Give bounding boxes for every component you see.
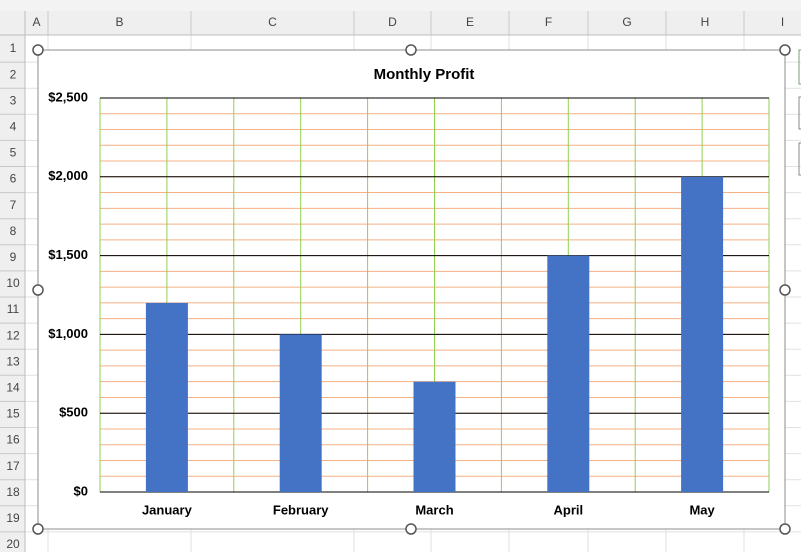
bar [413,381,456,492]
y-tick-label: $1,000 [48,326,88,341]
formula-strip [0,0,801,11]
y-tick-label: $2,000 [48,168,88,183]
row-header: 5 [10,146,17,160]
handle[interactable] [779,284,791,296]
handle[interactable] [405,44,417,56]
row-header: 11 [7,302,20,316]
x-tick-label: January [142,502,193,517]
row-header-bar [0,11,25,552]
handle[interactable] [32,523,44,535]
row-header: 10 [6,276,20,290]
column-header: B [115,15,123,29]
x-tick-label: February [273,502,329,517]
column-header-bar [0,11,801,35]
column-header: F [545,15,552,29]
row-header: 13 [6,354,20,368]
y-tick-label: $1,500 [48,247,88,262]
y-tick-label: $2,500 [48,89,88,104]
chart-title: Monthly Profit [374,66,475,83]
row-header: 17 [6,459,20,473]
column-header: A [32,15,40,29]
column-header: C [268,15,277,29]
row-header: 6 [10,172,17,186]
chart-element-button[interactable] [798,49,801,85]
row-header: 14 [6,381,20,395]
bar [547,255,590,492]
handle[interactable] [779,44,791,56]
chart-filter-button[interactable] [798,142,801,176]
row-header: 4 [10,120,17,134]
handle[interactable] [405,523,417,535]
row-header: 1 [10,41,17,55]
y-tick-label: $0 [74,483,88,498]
row-header: 7 [10,198,17,212]
row-header: 18 [6,485,20,499]
x-tick-label: May [689,502,715,517]
row-header: 15 [6,407,20,421]
column-header: G [622,15,631,29]
row-header: 8 [10,224,17,238]
handle[interactable] [32,44,44,56]
resize-handles [32,44,791,535]
column-header: E [466,15,474,29]
handle[interactable] [32,284,44,296]
bar [145,302,188,492]
row-header: 3 [10,93,17,107]
column-header: D [388,15,397,29]
plot-area: $0 $500 $1,000 $1,500 $2,000 $2,500 January Feb… [48,89,770,517]
bar [681,176,724,493]
handle[interactable] [779,523,791,535]
row-header: 20 [6,537,20,551]
x-tick-label: March [415,502,453,517]
x-tick-label: April [553,502,583,517]
row-header: 12 [6,328,20,342]
row-header: 9 [10,250,17,264]
row-header: 16 [6,433,20,447]
row-header: 19 [6,511,20,525]
bar [279,334,322,492]
y-tick-label: $500 [59,405,88,420]
column-header: I [781,15,784,29]
column-header: H [701,15,710,29]
chart-style-button[interactable] [798,96,801,130]
row-header: 2 [10,67,17,81]
